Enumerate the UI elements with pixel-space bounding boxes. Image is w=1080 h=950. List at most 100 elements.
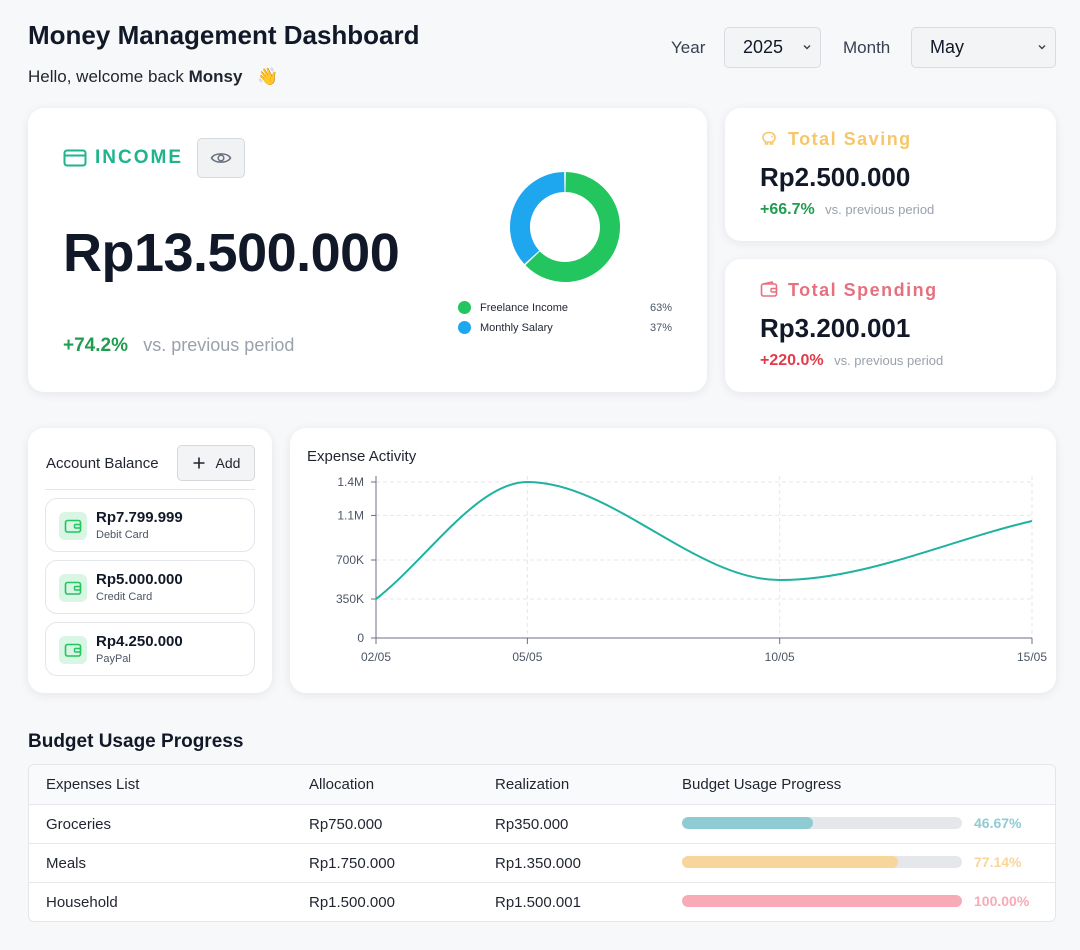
donut-slice-0 [525, 172, 620, 282]
add-account-button[interactable]: Add [177, 445, 255, 481]
chevron-down-icon [1038, 45, 1046, 50]
wallet-icon [59, 636, 87, 664]
y-tick-label: 1.4M [337, 475, 364, 489]
budget-table: Expenses List Allocation Realization Bud… [28, 764, 1056, 922]
x-tick-label: 10/05 [765, 650, 795, 664]
x-tick-label: 15/05 [1017, 650, 1047, 664]
progress-bar-fill [682, 817, 813, 829]
income-change: +74.2% vs. previous period [63, 335, 294, 357]
expense-name: Groceries [46, 816, 112, 833]
account-type: PayPal [96, 653, 131, 665]
page-title: Money Management Dashboard [28, 20, 420, 50]
add-account-label: Add [215, 455, 241, 471]
progress-percent: 100.00% [974, 893, 1030, 909]
legend-label-freelance: Freelance Income [480, 301, 569, 314]
expense-line-chart: 0 350K 700K 1.1M 1.4M 02/05 05/05 10/05 15/05 [336, 475, 1047, 664]
table-row: Meals Rp1.750.000 Rp1.350.000 77.14% [29, 843, 1055, 882]
account-type: Credit Card [96, 591, 153, 603]
year-value: 2025 [743, 37, 784, 57]
progress-bar [682, 817, 962, 829]
legend-item-salary: Monthly Salary [458, 321, 553, 334]
legend-dot-salary [458, 321, 471, 334]
legend-item-freelance: Freelance Income [458, 301, 568, 314]
expense-name: Household [46, 894, 118, 911]
income-change-pct: +74.2% [63, 335, 128, 356]
month-select[interactable]: May [911, 27, 1056, 68]
legend-dot-freelance [458, 301, 471, 314]
year-label: Year [671, 38, 706, 57]
account-item-credit[interactable]: Rp5.000.000 Credit Card [45, 560, 255, 614]
x-tick-label: 05/05 [512, 650, 542, 664]
progress-bar [682, 856, 962, 868]
column-header: Realization [495, 776, 570, 793]
column-header: Expenses List [46, 776, 140, 793]
income-title: INCOME [95, 147, 183, 168]
expense-name: Meals [46, 855, 87, 872]
realization-value: Rp350.000 [495, 816, 569, 833]
account-amount: Rp7.799.999 [96, 509, 183, 526]
total-saving-card [725, 108, 1056, 241]
total-saving-amount: Rp2.500.000 [760, 162, 911, 192]
chart-title: Expense Activity [307, 448, 417, 465]
greeting: Hello, welcome back Monsy 👋 [28, 67, 278, 87]
chevron-down-icon [803, 45, 811, 50]
total-spending-card [725, 259, 1056, 392]
table-header-row: Expenses List Allocation Realization Bud… [29, 765, 1055, 804]
wallet-icon [59, 512, 87, 540]
column-header: Allocation [309, 776, 375, 793]
expense-series-line [375, 480, 1033, 600]
account-divider [45, 489, 255, 490]
x-tick-label: 02/05 [361, 650, 391, 664]
account-type: Debit Card [96, 529, 149, 541]
allocation-value: Rp1.500.000 [309, 894, 395, 911]
progress-percent: 46.67% [974, 815, 1022, 831]
account-item-debit[interactable]: Rp7.799.999 Debit Card [45, 498, 255, 552]
table-row: Household Rp1.500.000 Rp1.500.001 100.00% [29, 882, 1055, 921]
income-amount: Rp13.500.000 [63, 223, 400, 283]
column-header: Budget Usage Progress [682, 776, 842, 793]
total-saving-change: +66.7% vs. previous period [760, 201, 934, 219]
allocation-value: Rp750.000 [309, 816, 383, 833]
y-tick-label: 700K [336, 553, 364, 567]
year-select[interactable]: 2025 [724, 27, 821, 68]
greeting-text: Hello, welcome back [28, 67, 189, 86]
credit-card-icon [63, 149, 87, 167]
total-spending-amount: Rp3.200.001 [760, 313, 911, 343]
table-row: Groceries Rp750.000 Rp350.000 46.67% [29, 804, 1055, 843]
y-tick-label: 350K [336, 592, 364, 606]
wallet-icon [760, 281, 778, 297]
eye-icon [210, 153, 232, 163]
plus-icon [193, 457, 205, 469]
y-tick-label: 0 [357, 631, 364, 645]
legend-label-salary: Monthly Salary [480, 321, 553, 334]
total-saving-title: Total Saving [788, 129, 912, 149]
wallet-icon [59, 574, 87, 602]
progress-percent: 77.14% [974, 854, 1022, 870]
saving-change-pct: +66.7% [760, 201, 815, 218]
month-value: May [930, 37, 965, 57]
progress-bar-fill [682, 856, 898, 868]
toggle-visibility-button[interactable] [197, 138, 245, 178]
realization-value: Rp1.500.001 [495, 894, 581, 911]
user-name: Monsy [188, 67, 243, 86]
realization-value: Rp1.350.000 [495, 855, 581, 872]
saving-vs-text: vs. previous period [825, 202, 935, 217]
progress-bar [682, 895, 962, 907]
spending-change-pct: +220.0% [760, 352, 824, 369]
progress-bar-fill [682, 895, 962, 907]
budget-section-title: Budget Usage Progress [28, 731, 244, 752]
legend-pct-salary: 37% [650, 322, 673, 334]
income-vs-text: vs. previous period [143, 335, 295, 355]
spending-vs-text: vs. previous period [834, 353, 944, 368]
legend-pct-freelance: 63% [650, 302, 673, 314]
income-donut-chart [510, 172, 620, 282]
total-spending-title: Total Spending [788, 280, 938, 300]
wave-icon: 👋 [257, 67, 279, 86]
month-label: Month [843, 38, 891, 57]
account-item-paypal[interactable]: Rp4.250.000 PayPal [45, 622, 255, 676]
y-tick-label: 1.1M [337, 508, 364, 522]
account-amount: Rp5.000.000 [96, 571, 183, 588]
total-spending-change: +220.0% vs. previous period [760, 352, 943, 370]
account-balance-title: Account Balance [46, 455, 159, 472]
piggy-bank-icon [762, 131, 776, 145]
